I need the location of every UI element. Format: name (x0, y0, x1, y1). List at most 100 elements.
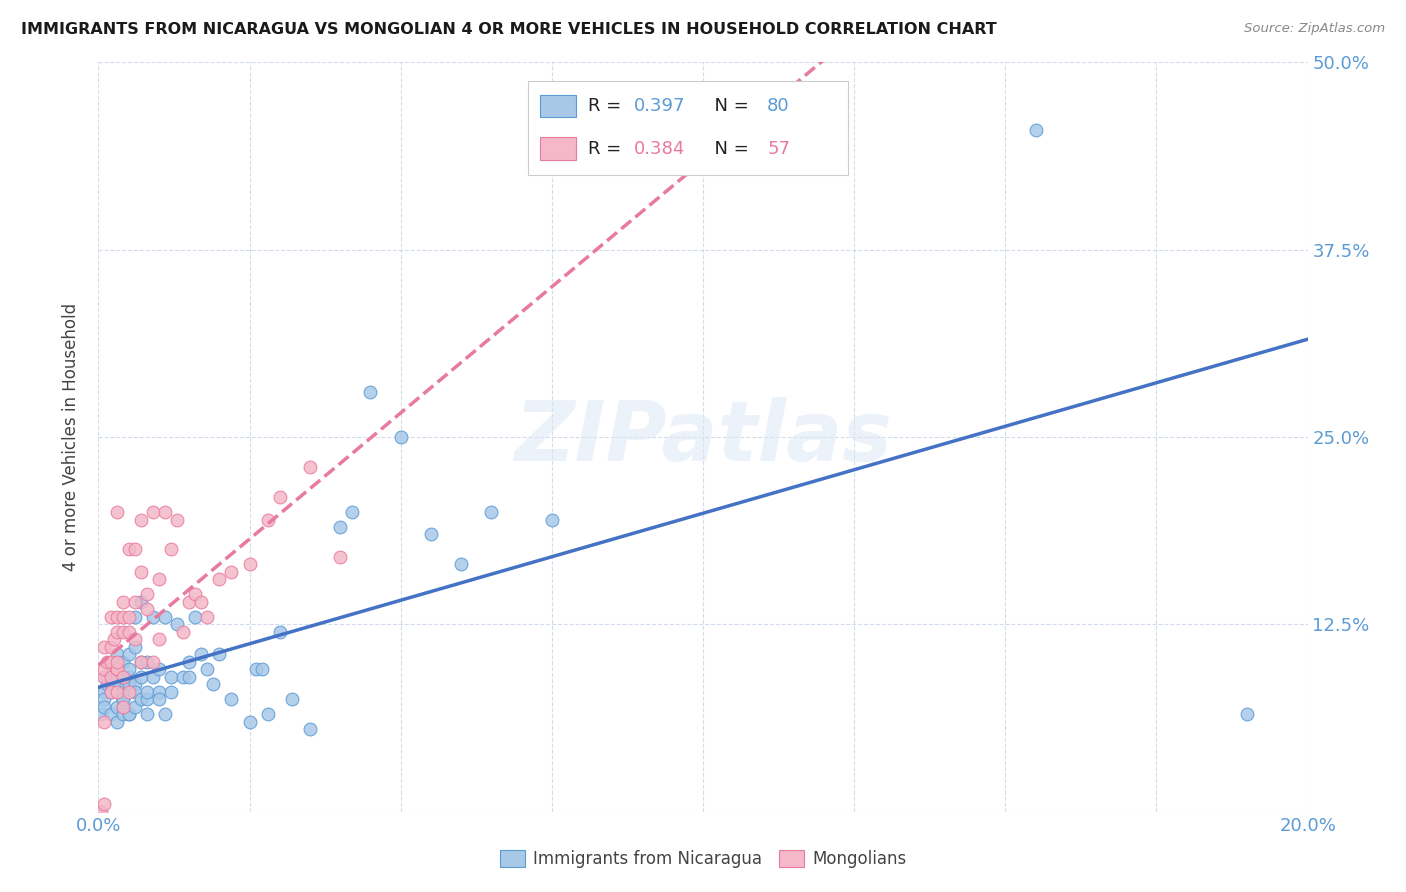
Point (111, 685, 134, 699)
Point (118, 624, 141, 639)
Text: 0.397: 0.397 (634, 97, 686, 115)
Point (142, 670, 165, 684)
Point (135, 685, 157, 699)
Point (160, 685, 183, 699)
Point (221, 565, 243, 579)
Point (105, 685, 128, 699)
Point (100, 670, 122, 684)
Point (256, 512, 278, 526)
Text: R =: R = (588, 97, 627, 115)
Point (160, 670, 183, 684)
Point (105, 662, 128, 676)
Point (148, 662, 170, 676)
Point (481, 505, 503, 519)
Point (96, 670, 118, 684)
Point (269, 490, 291, 504)
Text: 80: 80 (768, 97, 790, 115)
Point (105, 648, 128, 662)
Point (160, 542, 183, 557)
Point (190, 648, 212, 662)
Point (100, 655, 122, 669)
Point (256, 707, 278, 722)
Point (153, 610, 176, 624)
Point (103, 632, 125, 647)
Point (111, 595, 134, 609)
Point (221, 692, 243, 706)
Text: R =: R = (588, 140, 627, 158)
Point (142, 505, 165, 519)
Point (239, 558, 262, 572)
Point (105, 655, 128, 669)
Text: 57: 57 (768, 140, 790, 158)
Text: 0.384: 0.384 (634, 140, 686, 158)
Point (540, 512, 562, 526)
Point (100, 677, 122, 691)
Point (105, 714, 128, 729)
Point (105, 685, 128, 699)
Point (208, 573, 231, 587)
Point (93, 714, 115, 729)
Point (100, 670, 122, 684)
Point (239, 714, 262, 729)
Point (108, 677, 131, 691)
Point (100, 610, 122, 624)
Point (135, 707, 157, 722)
Point (360, 385, 382, 400)
Point (135, 587, 157, 601)
Point (93, 685, 115, 699)
Point (105, 670, 128, 684)
Point (111, 699, 134, 714)
Point (111, 670, 134, 684)
Point (166, 512, 188, 526)
Point (184, 587, 207, 601)
Text: N =: N = (703, 97, 755, 115)
Point (100, 640, 122, 654)
Point (111, 692, 134, 706)
Point (111, 624, 134, 639)
Text: N =: N = (703, 140, 755, 158)
Point (118, 685, 141, 699)
Point (195, 610, 218, 624)
Point (179, 655, 201, 669)
Point (129, 512, 152, 526)
Point (299, 460, 322, 475)
Point (124, 542, 146, 557)
Point (118, 610, 141, 624)
Point (96, 655, 118, 669)
Point (148, 685, 170, 699)
Point (124, 677, 146, 691)
Legend: Immigrants from Nicaragua, Mongolians: Immigrants from Nicaragua, Mongolians (494, 843, 912, 874)
Point (114, 677, 136, 691)
Point (105, 699, 128, 714)
Point (135, 602, 157, 616)
Point (329, 549, 352, 564)
Point (105, 505, 128, 519)
Point (100, 707, 122, 722)
Point (208, 648, 231, 662)
Point (105, 662, 128, 676)
FancyBboxPatch shape (527, 81, 848, 175)
Point (1024, 123, 1046, 137)
Point (450, 558, 472, 572)
Point (129, 595, 152, 609)
Point (93, 662, 115, 676)
Point (93, 699, 115, 714)
Point (105, 662, 128, 676)
Point (153, 707, 176, 722)
Point (129, 565, 152, 579)
Point (124, 632, 146, 647)
Point (153, 505, 176, 519)
Point (111, 699, 134, 714)
Y-axis label: 4 or more Vehicles in Household: 4 or more Vehicles in Household (62, 303, 80, 571)
Point (100, 685, 122, 699)
Point (179, 670, 201, 684)
Point (93, 797, 115, 812)
Point (124, 640, 146, 654)
Point (166, 617, 188, 632)
Point (195, 662, 218, 676)
Point (111, 610, 134, 624)
Point (245, 662, 267, 676)
Point (281, 692, 304, 706)
FancyBboxPatch shape (540, 95, 576, 117)
Point (420, 527, 443, 541)
